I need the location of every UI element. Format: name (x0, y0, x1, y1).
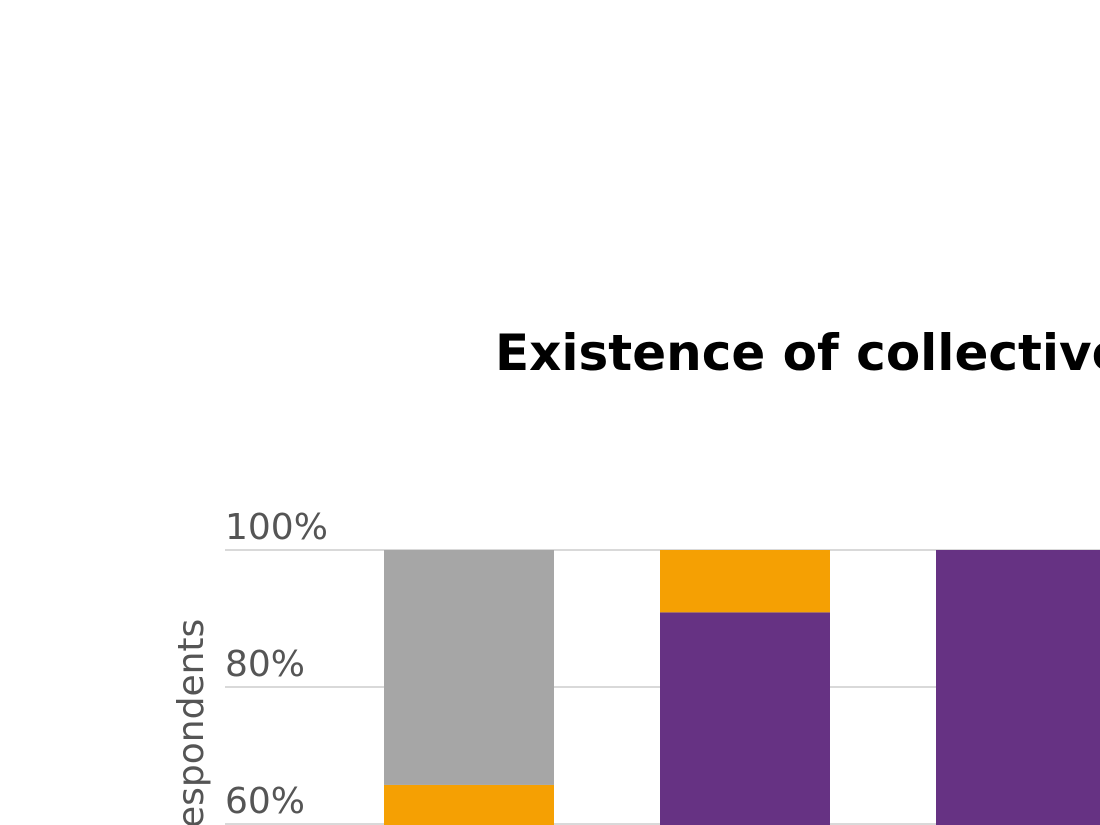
y-axis-label: espondents (171, 619, 212, 825)
bar-segment-2-1 (660, 612, 830, 825)
y-axis-ticks: 60% 80% 100% (225, 507, 328, 822)
chart-title: Existence of collective b (495, 324, 1100, 382)
bar-segment-1-2 (384, 784, 554, 825)
bar-segment-2-2 (660, 550, 830, 613)
bar-segment-1-3 (384, 550, 554, 785)
y-tick-label: 60% (225, 781, 305, 822)
bar-segment-3-1 (936, 550, 1100, 825)
y-tick-label: 100% (225, 507, 328, 548)
bars (384, 550, 1100, 825)
y-tick-label: 80% (225, 644, 305, 685)
